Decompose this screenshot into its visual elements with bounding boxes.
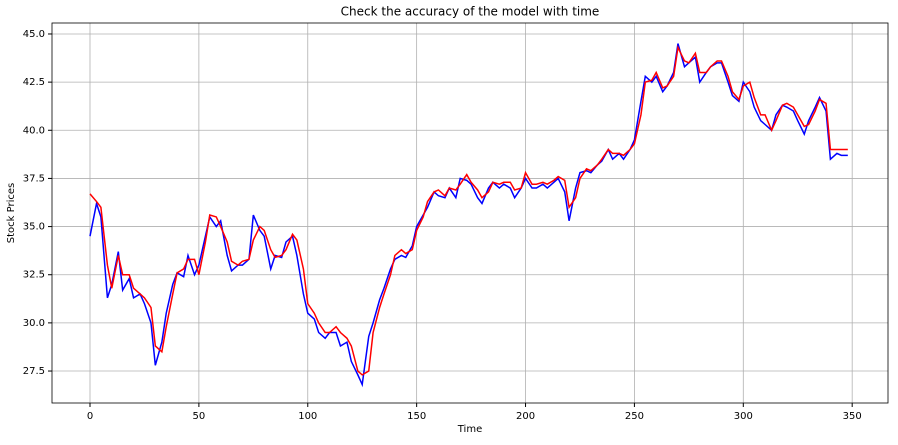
x-tick-label: 200 — [516, 411, 535, 422]
chart-title: Check the accuracy of the model with tim… — [341, 5, 600, 19]
y-tick-label: 32.5 — [23, 270, 45, 281]
x-tick-label: 0 — [87, 411, 93, 422]
x-axis-label: Time — [457, 424, 482, 435]
y-tick-label: 30.0 — [23, 318, 45, 329]
y-tick-label: 27.5 — [23, 366, 45, 377]
series-line — [89, 43, 848, 388]
y-tick-label: 45.0 — [23, 29, 45, 40]
x-tick-label: 100 — [298, 411, 317, 422]
x-tick-label: 250 — [625, 411, 644, 422]
x-tick-label: 150 — [407, 411, 426, 422]
y-tick-label: 37.5 — [23, 173, 45, 184]
series-line — [89, 44, 848, 376]
y-tick-label: 40.0 — [23, 125, 45, 136]
y-tick-label: 42.5 — [23, 77, 45, 88]
y-tick-label: 35.0 — [23, 222, 45, 233]
x-tick-label: 300 — [734, 411, 753, 422]
x-tick-label: 50 — [193, 411, 206, 422]
plot-frame — [51, 22, 889, 404]
x-tick-label: 350 — [843, 411, 862, 422]
y-axis-label: Stock Prices — [6, 183, 17, 243]
